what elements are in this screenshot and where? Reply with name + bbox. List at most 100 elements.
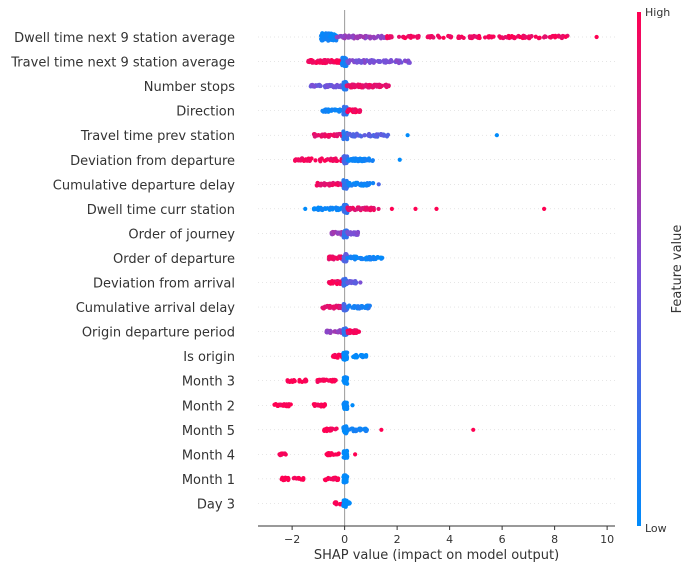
shap-point [374,132,379,137]
shap-point [324,107,329,112]
shap-point [389,35,394,40]
x-tick-label: 8 [551,533,558,546]
shap-point [368,255,373,260]
x-tick-label: −2 [284,533,300,546]
shap-point [311,402,316,407]
shap-point [367,206,373,211]
shap-point [328,156,334,161]
shap-point [316,205,321,210]
shap-point [362,182,367,188]
feature-label: Order of departure [113,252,235,267]
shap-point [563,34,568,40]
shap-point [324,477,329,482]
shap-point [342,183,347,188]
feature-label: Month 1 [182,473,235,488]
shap-point [332,501,337,506]
shap-point [334,59,339,64]
shap-point [385,132,391,137]
shap-point [394,58,399,63]
shap-point [334,182,339,187]
shap-point [341,55,346,61]
shap-point [351,354,356,359]
shap-point [327,108,332,113]
shap-point [341,352,346,357]
shap-point [316,132,321,138]
shap-outlier-point [379,427,384,432]
shap-point [376,206,381,212]
x-axis: −2 0 2 4 6 8 10 [258,525,615,546]
shap-point [324,330,330,335]
shap-point [330,37,335,42]
shap-point [291,476,296,481]
shap-outlier-point [376,182,381,187]
shap-point [482,35,488,40]
feature-label: Month 2 [182,399,235,414]
colorbar-high-label: High [645,6,670,19]
shap-point [341,178,346,183]
shap-outlier-point [397,157,402,162]
shap-point [320,38,325,43]
shap-point [312,84,317,89]
shap-point [441,35,446,40]
feature-label: Month 5 [182,424,235,439]
shap-point [358,426,364,432]
shap-point [351,108,357,114]
shap-point [357,109,363,114]
shap-point [350,305,355,310]
shap-point [323,206,328,211]
feature-label: Day 3 [197,497,235,512]
shap-point [523,34,528,40]
shap-point [359,58,364,64]
shap-point [331,255,337,260]
shap-point [543,34,548,39]
shap-point [301,477,306,482]
shap-point [529,34,534,39]
shap-point [384,83,390,88]
shap-outlier-point [350,403,355,408]
x-tick-label: 6 [499,533,506,546]
shap-point [322,58,327,63]
shap-point [317,82,322,87]
shap-point [358,183,363,188]
shap-point [351,82,356,87]
feature-label: Deviation from arrival [93,277,235,292]
shap-point [341,403,346,408]
shap-point [341,209,346,214]
shap-point [321,306,327,311]
feature-label: Deviation from departure [70,154,235,169]
row-gridlines [258,36,615,504]
shap-point [378,132,384,137]
shap-point [385,59,390,64]
shap-point [344,449,350,454]
feature-label: Dwell time curr station [87,203,235,218]
shap-point [487,34,492,39]
shap-point [330,107,336,112]
shap-outlier-point [434,206,439,211]
shap-point [507,35,512,40]
shap-point [341,473,347,478]
shap-point [359,157,364,162]
shap-point [326,133,331,138]
shap-point [361,34,366,40]
shap-point [288,402,293,407]
shap-point [341,449,346,454]
x-tick-label: 10 [600,533,614,546]
shap-point [332,158,337,163]
shap-point [447,34,453,39]
shap-point [396,34,402,39]
shap-point [357,306,362,311]
x-tick-label: 0 [341,533,348,546]
feature-label: Order of journey [128,227,235,242]
shap-point [345,108,351,113]
shap-point [517,34,523,40]
shap-point [356,329,361,334]
shap-point [332,476,337,481]
shap-point [378,59,383,64]
shap-point [321,403,326,408]
shap-point [319,33,324,39]
shap-point [370,158,375,163]
shap-point [324,426,329,431]
shap-point [335,230,340,236]
shap-point [296,475,301,481]
shap-point [345,305,350,310]
